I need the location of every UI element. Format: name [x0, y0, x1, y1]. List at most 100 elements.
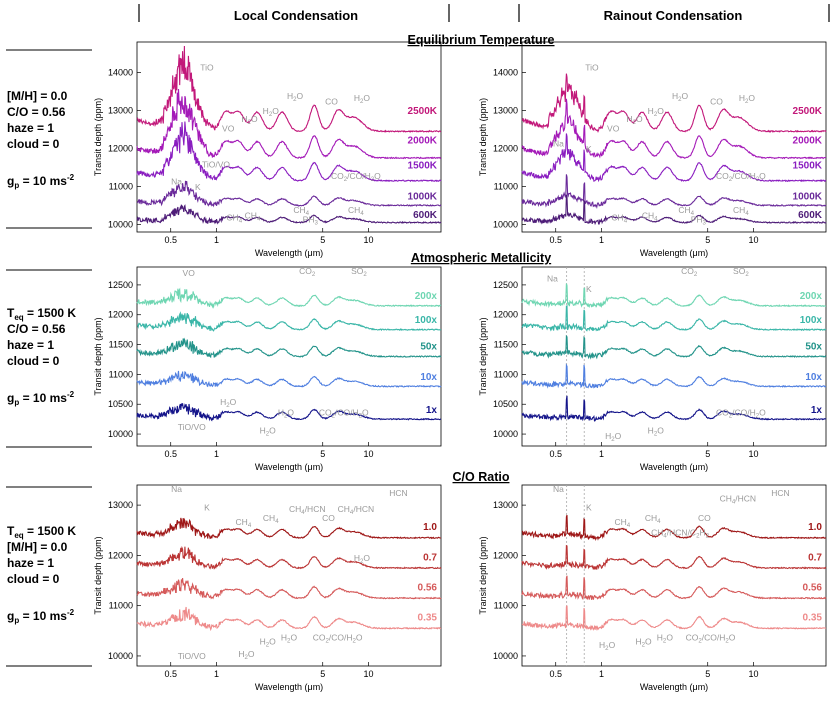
column-header: Local Condensation	[234, 8, 358, 23]
molecule-label: CO	[710, 97, 723, 107]
spectrum-line	[521, 194, 827, 226]
spectrum-line	[136, 577, 442, 600]
spectrum-line	[521, 575, 827, 601]
x-axis-label: Wavelength (μm)	[640, 682, 708, 692]
y-tick-label: 11500	[494, 340, 518, 350]
spectrum-line	[136, 45, 441, 133]
series-label: 1500K	[793, 161, 823, 172]
param-label: Teq = 1500 K	[7, 524, 76, 540]
y-tick-label: 10000	[108, 219, 133, 229]
series-label: 50x	[420, 342, 437, 353]
param-label: C/O = 0.56	[7, 105, 66, 119]
y-tick-label: 10000	[108, 429, 133, 439]
series-label: 0.56	[803, 583, 823, 594]
molecule-label: TiO/VO	[202, 159, 230, 169]
series-label: 0.35	[418, 613, 438, 624]
x-tick-label: 0.5	[549, 449, 562, 459]
spectrum-line	[136, 370, 442, 388]
molecule-label: H2​O	[354, 93, 371, 105]
y-tick-label: 13000	[493, 500, 518, 510]
param-label: cloud = 0	[7, 137, 60, 151]
axes-frame	[521, 484, 827, 667]
molecule-label: H2​O	[241, 114, 258, 126]
spectrum-line	[137, 311, 442, 332]
spectrum-line	[521, 283, 827, 309]
y-axis-label: Transit depth (ppm)	[93, 98, 103, 176]
molecule-label: Na	[171, 177, 182, 187]
y-tick-label: 10000	[493, 219, 518, 229]
series-label: 2000K	[793, 135, 823, 146]
molecule-label: TiO	[585, 63, 599, 73]
molecule-label: CO2​/CO/H2​O	[716, 408, 766, 420]
series-label: 600K	[413, 210, 438, 221]
axes-frame	[521, 41, 827, 233]
molecule-label: H2​O	[648, 106, 665, 118]
chart-panel: 10000 10500 11000 11500 12000 12500 0.5 1 5 10 Wav…	[478, 266, 827, 472]
molecule-label: PH3​	[691, 215, 707, 227]
molecule-label: H2​O	[605, 431, 622, 443]
molecule-label: Na	[547, 273, 558, 283]
y-tick-label: 11000	[109, 601, 133, 611]
y-axis-label: Transit depth (ppm)	[93, 536, 103, 614]
molecule-label: H2​O	[238, 649, 255, 661]
series-label: 100x	[800, 315, 823, 326]
molecule-label: CH4​	[263, 513, 279, 525]
row-title: Atmospheric Metallicity	[411, 251, 551, 265]
x-axis-label: Wavelength (μm)	[255, 248, 323, 258]
param-label: [M/H] = 0.0	[7, 540, 68, 554]
x-tick-label: 10	[748, 449, 758, 459]
x-tick-label: 5	[705, 235, 710, 245]
molecule-label: TiO	[200, 63, 214, 73]
series-label: 200x	[800, 291, 823, 302]
molecule-label: K	[204, 502, 210, 512]
molecule-label: CO2​/CO/H2​O	[319, 408, 369, 420]
molecule-label: CH4​	[236, 517, 252, 529]
molecule-label: H2​O	[599, 640, 616, 652]
molecule-label: CH4​/HCN/C2​H2​	[651, 528, 710, 540]
x-tick-label: 1	[214, 235, 219, 245]
molecule-label: CO2​/CO/H2​O	[686, 633, 736, 645]
y-tick-label: 11000	[494, 369, 518, 379]
series-label: 2500K	[408, 106, 438, 117]
x-tick-label: 1	[214, 449, 219, 459]
y-tick-label: 12000	[493, 143, 518, 153]
molecule-label: H2​O	[657, 633, 674, 645]
y-axis-label: Transit depth (ppm)	[478, 98, 488, 176]
param-label: gp = 10 ms-2	[7, 390, 75, 407]
series-label: 2500K	[793, 106, 823, 117]
molecule-label: HCN	[389, 488, 407, 498]
y-tick-label: 12500	[493, 280, 518, 290]
x-tick-label: 1	[599, 235, 604, 245]
series-label: 100x	[415, 315, 438, 326]
x-tick-label: 0.5	[549, 669, 562, 679]
y-tick-label: 11000	[109, 181, 133, 191]
molecule-label: Na	[553, 139, 564, 149]
row-title: Equilibrium Temperature	[407, 33, 554, 47]
molecule-label: H2​O	[636, 636, 653, 648]
x-tick-label: 10	[363, 669, 373, 679]
y-tick-label: 11000	[494, 181, 518, 191]
molecule-label: CH4​/HCN	[720, 493, 756, 505]
spectrum-line	[521, 363, 827, 389]
molecule-label: CO	[322, 513, 335, 523]
x-tick-label: 0.5	[164, 235, 177, 245]
series-label: 0.56	[418, 583, 438, 594]
molecule-label: CH4​	[245, 211, 261, 223]
x-tick-label: 0.5	[164, 669, 177, 679]
molecule-label: CH4​	[733, 205, 749, 217]
series-label: 600K	[798, 210, 823, 221]
series-label: 1000K	[408, 191, 438, 202]
x-axis-label: Wavelength (μm)	[640, 462, 708, 472]
y-tick-label: 10000	[108, 651, 133, 661]
param-label: Teq = 1500 K	[7, 306, 76, 322]
y-tick-label: 10500	[108, 399, 133, 409]
molecule-label: H2​O	[281, 633, 298, 645]
spectrum-line	[521, 334, 827, 360]
molecule-label: H2​O	[260, 636, 277, 648]
molecule-label: Na	[553, 484, 564, 494]
param-label: cloud = 0	[7, 572, 60, 586]
spectrum-line	[136, 88, 442, 160]
y-tick-label: 12000	[493, 550, 518, 560]
y-tick-label: 11000	[494, 601, 518, 611]
molecule-label: TiO/VO	[178, 422, 206, 432]
